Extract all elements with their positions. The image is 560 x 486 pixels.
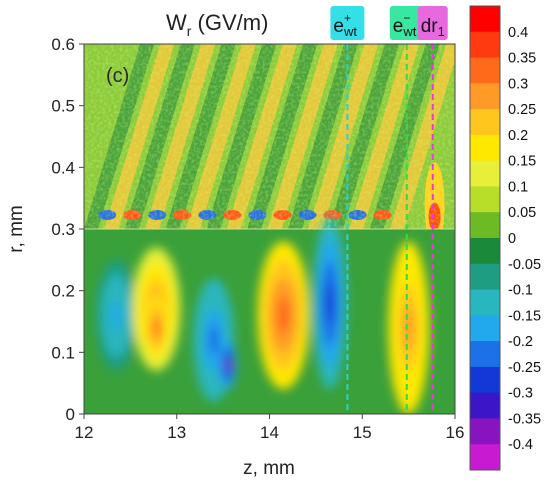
field-blob xyxy=(111,301,122,330)
colorbar-swatch xyxy=(470,444,500,471)
colorbar-swatch xyxy=(470,134,500,162)
colorbar-swatch xyxy=(470,366,500,394)
colorbar-tick-label: -0.4 xyxy=(508,437,533,453)
y-tick-label: 0.5 xyxy=(51,97,75,116)
colorbar-swatch xyxy=(470,31,500,59)
x-axis-label: z, mm xyxy=(243,458,295,479)
field-blob xyxy=(325,281,334,325)
marker-label: e− wt xyxy=(393,11,417,39)
colorbar-swatch xyxy=(470,109,500,136)
x-tick-label: 16 xyxy=(446,423,465,442)
colorbar-swatch xyxy=(470,186,500,213)
colorbar-tick-label: -0.3 xyxy=(508,386,533,402)
colorbar-tick-label: 0.35 xyxy=(508,51,536,67)
y-tick-label: 0.6 xyxy=(51,35,75,54)
colorbar-tick-label: -0.15 xyxy=(508,308,541,324)
x-tick-label: 12 xyxy=(75,423,94,442)
colorbar-swatch xyxy=(470,212,500,239)
x-tick-label: 15 xyxy=(353,423,372,442)
colorbar-swatch xyxy=(470,160,500,187)
y-tick-label: 0.4 xyxy=(51,158,75,177)
colorbar-swatch xyxy=(470,57,500,84)
y-axis-ticks: 0 0.1 0.2 0.3 0.4 0.5 0.6 xyxy=(51,35,84,424)
chart-title: Wr (GV/m) xyxy=(166,10,268,39)
x-axis-ticks: 12 13 14 15 16 xyxy=(75,414,465,442)
colorbar-frame xyxy=(469,5,501,471)
marker-lines xyxy=(346,44,434,414)
panel-label: (c) xyxy=(106,65,129,87)
colorbar-swatch xyxy=(470,418,500,445)
marker-labels: e+ wt e− wt dr1 xyxy=(330,6,448,40)
colorbar-tick-label: -0.05 xyxy=(508,257,541,273)
marker-label-box xyxy=(389,6,424,40)
field-blob xyxy=(208,324,219,356)
x-tick-label: 13 xyxy=(167,423,186,442)
y-tick-label: 0 xyxy=(66,405,75,424)
field-blobs xyxy=(96,216,430,414)
colorbar-tick-label: 0 xyxy=(508,231,516,247)
colorbar-swatch xyxy=(470,315,500,342)
colorbar: 0.4 0.35 0.3 0.25 0.2 0.15 0.1 0.05 0 -0.05 -0.1 -0… xyxy=(469,5,541,471)
colorbar-tick-label: -0.1 xyxy=(508,283,533,299)
colorbar-tick-label: 0.3 xyxy=(508,76,528,92)
y-tick-label: 0.1 xyxy=(51,343,75,362)
colorbar-tick-label: 0.2 xyxy=(508,128,528,144)
field-blob xyxy=(276,296,290,334)
field-blob xyxy=(403,306,414,350)
colorbar-swatch xyxy=(470,341,500,368)
lower-field-region xyxy=(84,216,455,414)
plot-area xyxy=(84,44,455,414)
colorbar-swatch xyxy=(470,289,500,316)
colorbar-swatch xyxy=(470,238,500,265)
field-noise-texture xyxy=(84,44,455,229)
marker-label: dr1 xyxy=(421,16,445,39)
colorbar-tick-label: 0.4 xyxy=(508,25,528,41)
field-blob xyxy=(225,358,230,371)
colorbar-swatch xyxy=(470,392,500,419)
colorbar-tick-label: -0.25 xyxy=(508,360,541,376)
colorbar-tick-label: 0.15 xyxy=(508,154,536,170)
colorbar-tick-label: -0.2 xyxy=(508,334,533,350)
marker-label-box xyxy=(417,6,448,40)
colorbar-tick-label: 0.25 xyxy=(508,102,536,118)
x-tick-label: 14 xyxy=(260,423,279,442)
colorbar-tick-label: 0.05 xyxy=(508,205,536,221)
marker-label-box xyxy=(330,6,365,40)
colorbar-tick-label: -0.35 xyxy=(508,411,541,427)
field-blob xyxy=(153,319,160,336)
y-tick-label: 0.3 xyxy=(51,220,75,239)
colorbar-swatch xyxy=(470,83,500,110)
colorbar-tick-label: 0.1 xyxy=(508,179,528,195)
marker-label: e+ wt xyxy=(333,11,357,39)
y-tick-label: 0.2 xyxy=(51,282,75,301)
colorbar-swatch xyxy=(470,263,500,291)
y-axis-label: r, mm xyxy=(6,205,27,253)
colorbar-swatch xyxy=(470,6,500,33)
